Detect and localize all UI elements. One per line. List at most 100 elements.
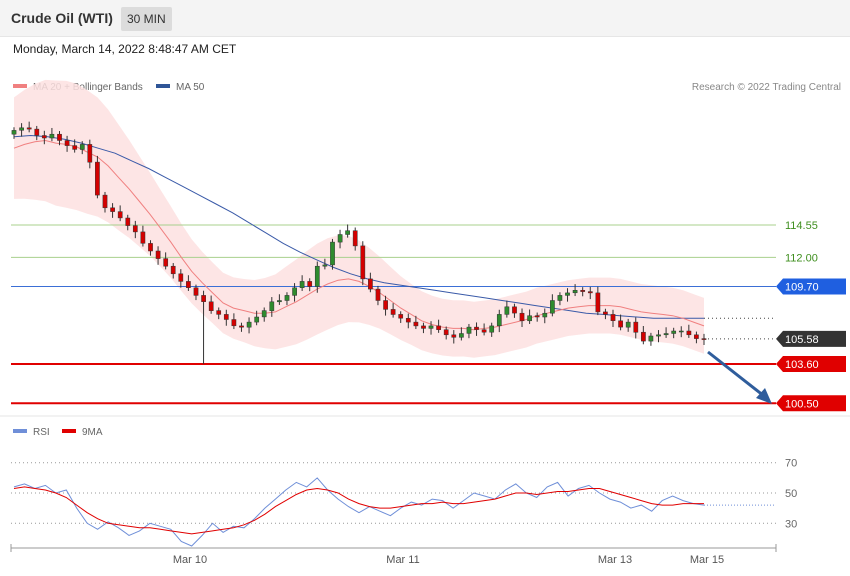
candle-body (641, 331, 646, 342)
candle-body (527, 315, 532, 322)
rsi-legend-swatch (62, 429, 76, 433)
candle-body (618, 320, 623, 328)
candle-body (550, 300, 555, 314)
rsi-legend-label: 9MA (82, 427, 103, 438)
candle-body (603, 311, 608, 315)
candle-body (34, 128, 40, 136)
rsi-ma-line (13, 486, 704, 535)
candle-body (428, 325, 434, 329)
candle-body (504, 306, 510, 315)
candle-body (216, 310, 222, 315)
legend-label: MA 20 + Bollinger Bands (33, 82, 143, 93)
timeframe-badge[interactable]: 30 MIN (121, 7, 172, 31)
rsi-legend-swatch (13, 429, 27, 433)
candle-body (557, 295, 563, 301)
candle-body (610, 314, 616, 321)
candle-body (451, 334, 457, 338)
candle-body (87, 144, 93, 163)
candle-body (443, 329, 449, 336)
level-label-109-70: 109.70 (785, 282, 819, 294)
candle-body (193, 287, 199, 296)
candle-body (11, 130, 17, 135)
chart-title: Crude Oil (WTI) (11, 10, 113, 26)
credit-text: Research © 2022 Trading Central (692, 82, 841, 93)
candle-body (459, 333, 464, 338)
candle-body (57, 133, 62, 141)
candle-body (686, 330, 692, 336)
level-label-100-50: 100.50 (785, 398, 819, 410)
ma50-line (13, 134, 704, 319)
level-label-112-00: 112.00 (785, 252, 818, 264)
candle-body (383, 300, 388, 310)
candle-body (239, 325, 244, 328)
candle-body (49, 133, 55, 139)
candle-body (572, 290, 578, 294)
x-tick-label: Mar 13 (598, 554, 632, 566)
candle-body (277, 300, 282, 303)
candle-body (481, 329, 487, 333)
level-label-103-60: 103.60 (785, 359, 819, 371)
candle-body (26, 127, 32, 130)
candle-body (246, 321, 252, 328)
candle-body (208, 301, 214, 311)
forecast-arrow-head (756, 388, 772, 404)
candle-body (223, 314, 229, 320)
candle-body (140, 231, 146, 244)
candle-body (375, 288, 381, 301)
candle-body (474, 326, 479, 330)
candle-body (360, 245, 366, 280)
candle-body (95, 161, 100, 196)
candle-body (580, 290, 586, 292)
candle-body (421, 325, 426, 329)
candle-body (337, 234, 343, 243)
candle-body (512, 306, 517, 314)
candle-body (132, 225, 138, 233)
candle-body (330, 241, 335, 266)
candle-body (694, 334, 699, 339)
candle-body (125, 217, 131, 226)
x-tick-label: Mar 11 (386, 554, 419, 566)
candle-body (102, 194, 108, 209)
candle-body (625, 321, 631, 328)
level-tag-105-58 (776, 330, 846, 347)
candle-body (633, 321, 639, 333)
x-tick-label: Mar 15 (690, 554, 724, 566)
candle-body (390, 309, 396, 315)
candle-body (307, 281, 313, 287)
candle-body (565, 292, 570, 296)
legend-label: MA 50 (176, 82, 205, 93)
candle-body (170, 265, 176, 275)
candle-body (19, 127, 24, 131)
level-tag-103-60 (776, 355, 846, 372)
candle-body (292, 287, 297, 296)
candle-body (155, 250, 161, 259)
forecast-arrow (707, 350, 765, 398)
candle-body (269, 301, 275, 311)
candle-body (405, 318, 411, 323)
candle-body (299, 281, 305, 288)
candle-body (261, 310, 267, 318)
candle-body (648, 335, 654, 342)
candle-body (587, 291, 593, 294)
level-label-105-58: 105.58 (785, 334, 819, 346)
rsi-level-label-70: 70 (785, 458, 797, 470)
timestamp: Monday, March 14, 2022 8:48:47 AM CET (13, 42, 237, 56)
candle-body (663, 333, 669, 336)
bollinger-band (14, 79, 704, 358)
candle-body (701, 338, 707, 340)
candle-body (72, 145, 78, 150)
candle-body (519, 312, 525, 322)
level-label-114-55: 114.55 (785, 220, 818, 232)
candle-body (231, 319, 237, 327)
candle-body (398, 314, 404, 319)
x-tick-label: Mar 10 (173, 554, 207, 566)
candle-body (254, 316, 260, 323)
candle-body (345, 230, 350, 235)
level-tag-100-50 (776, 395, 846, 412)
candle-body (314, 265, 320, 287)
candle-body (678, 330, 684, 333)
candle-body (413, 321, 419, 327)
candle-body (148, 243, 153, 252)
